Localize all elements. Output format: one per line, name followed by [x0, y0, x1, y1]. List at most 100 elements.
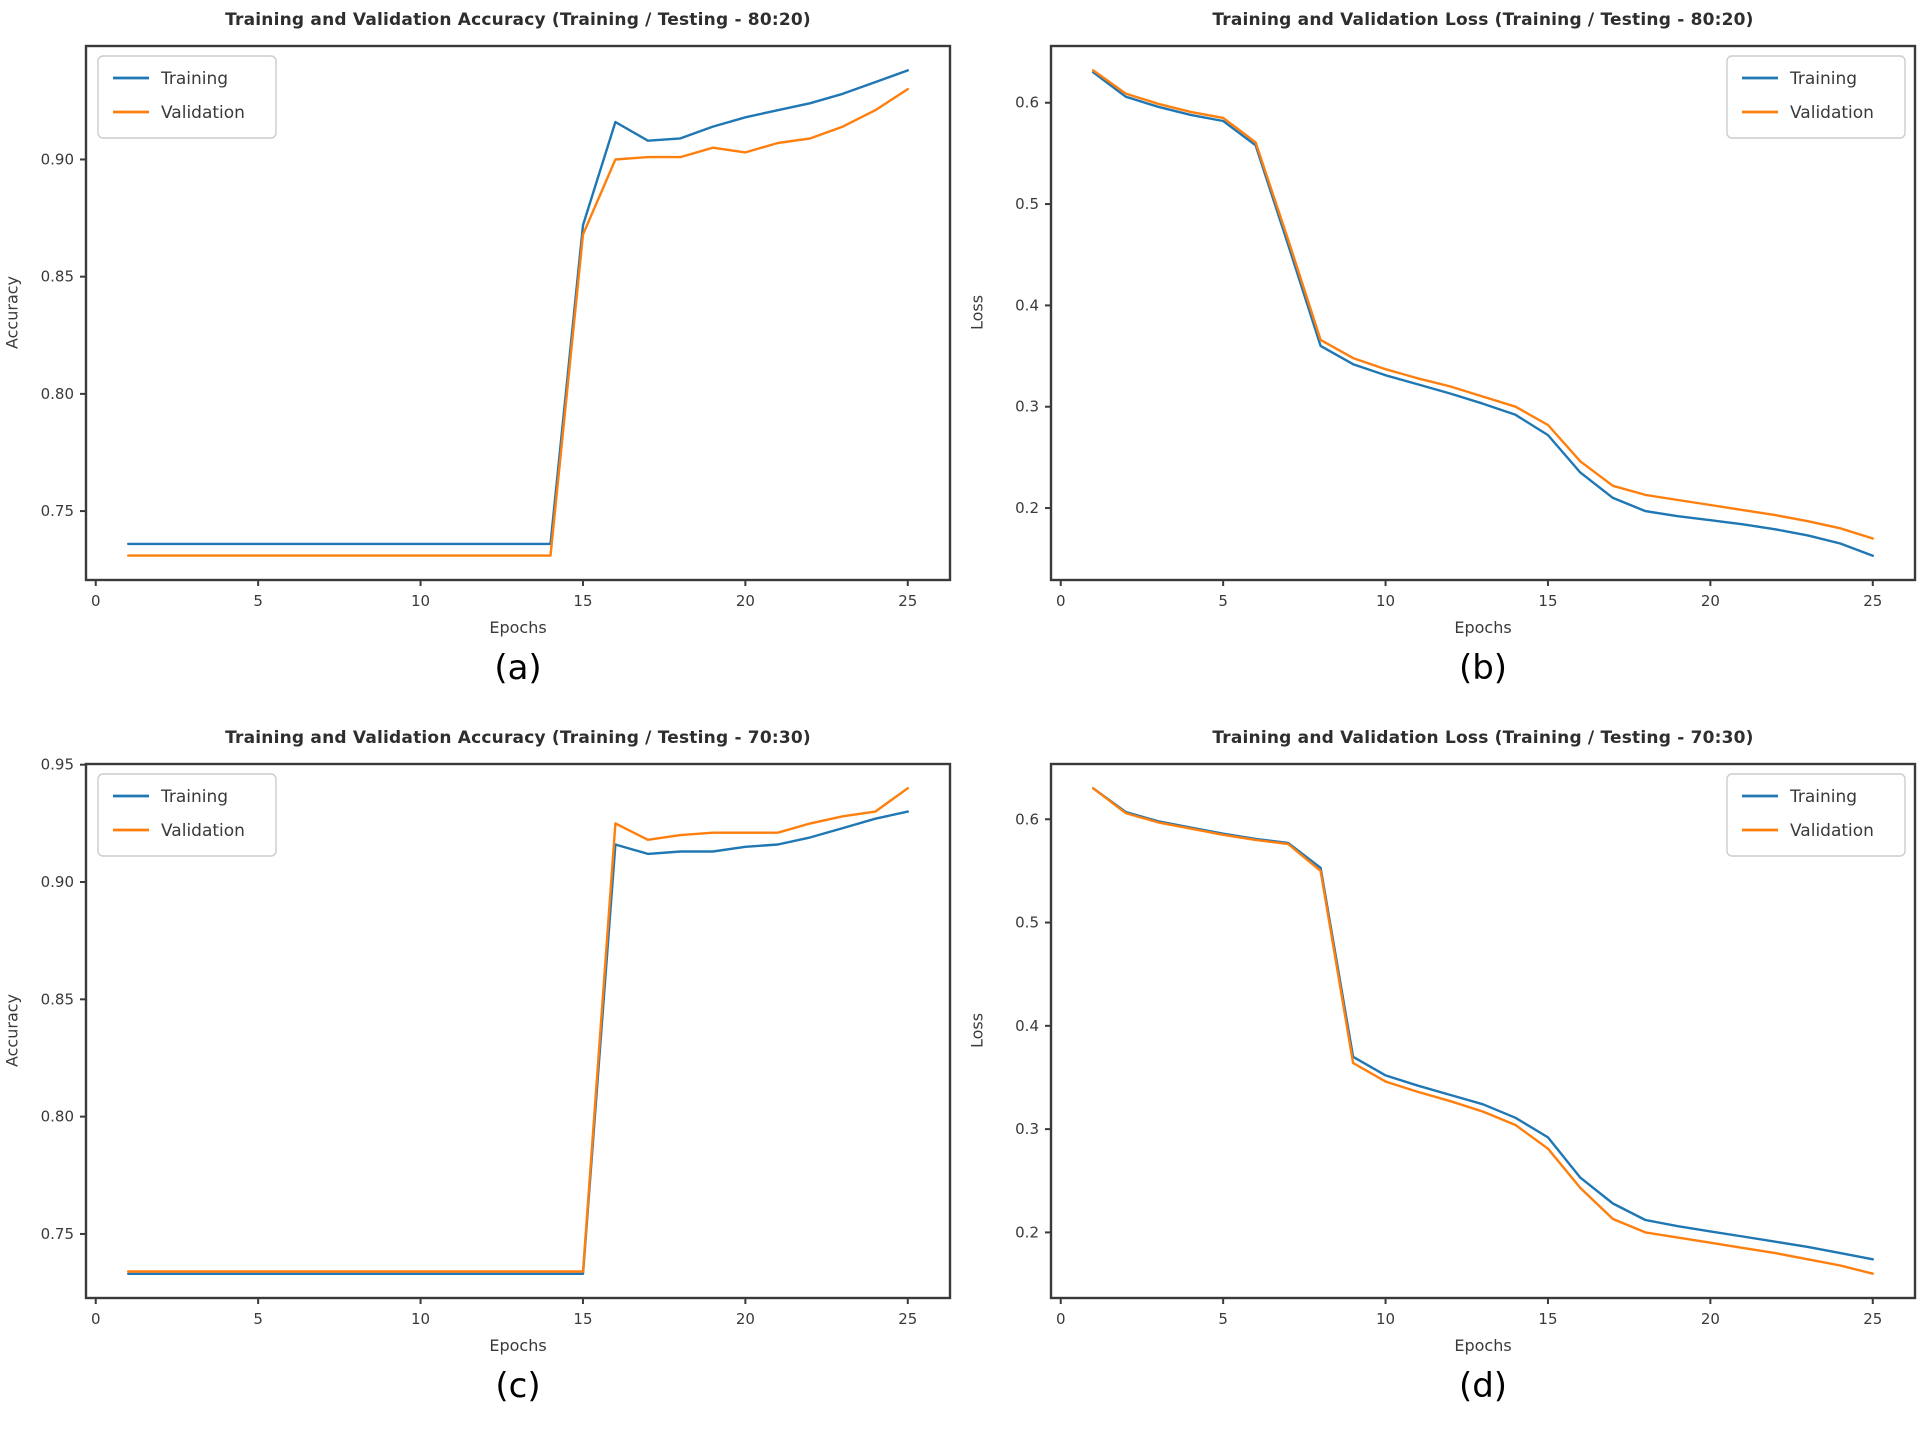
legend: Training Validation: [97, 55, 277, 139]
series-line-training: [1091, 787, 1874, 1261]
series-line-validation: [1091, 69, 1874, 540]
legend-label-training: Training: [1789, 69, 1857, 89]
svg-text:0.5: 0.5: [1015, 195, 1039, 213]
chart-title: Training and Validation Accuracy (Traini…: [225, 728, 811, 748]
svg-text:0: 0: [91, 592, 101, 610]
series-line-validation: [126, 87, 909, 557]
svg-text:10: 10: [411, 1310, 430, 1328]
panel-loss-70-30: 0 5 10 15 20 25 0.2 0.3 0.4 0.5 0.6 Training Validat…: [965, 718, 1930, 1436]
svg-text:20: 20: [736, 592, 755, 610]
svg-text:0.75: 0.75: [41, 1225, 74, 1243]
y-axis-ticks: 0.2 0.3 0.4 0.5 0.6: [1015, 810, 1051, 1241]
svg-text:0.90: 0.90: [41, 873, 74, 891]
svg-text:10: 10: [411, 592, 430, 610]
svg-text:0.80: 0.80: [41, 1108, 74, 1126]
svg-text:0: 0: [91, 1310, 101, 1328]
chart-title: Training and Validation Loss (Training /…: [1212, 10, 1754, 30]
svg-text:15: 15: [1538, 1310, 1557, 1328]
x-axis-label: Epochs: [1454, 618, 1512, 637]
svg-text:0.75: 0.75: [41, 502, 74, 520]
plot-canvas-accuracy-80-20: 0 5 10 15 20 25 0.75 0.80 0.85 0.90 Training Valida…: [41, 44, 952, 610]
legend-label-validation: Validation: [1790, 821, 1874, 841]
svg-text:15: 15: [573, 1310, 592, 1328]
svg-text:10: 10: [1376, 592, 1395, 610]
x-axis-label: Epochs: [1454, 1336, 1512, 1355]
svg-text:0.80: 0.80: [41, 385, 74, 403]
legend: Training Validation: [97, 773, 277, 857]
svg-text:0: 0: [1056, 592, 1066, 610]
svg-text:25: 25: [898, 592, 917, 610]
y-axis-label: Accuracy: [2, 993, 22, 1068]
svg-text:25: 25: [898, 1310, 917, 1328]
series-line-validation: [126, 786, 909, 1273]
series-line-training: [126, 69, 909, 546]
svg-text:0.95: 0.95: [41, 756, 74, 774]
axes-spines: [1049, 44, 1917, 582]
axes-spines: [1049, 762, 1917, 1300]
y-axis-ticks: 0.2 0.3 0.4 0.5 0.6: [1015, 94, 1051, 517]
chart-title: Training and Validation Loss (Training /…: [1212, 728, 1754, 748]
x-axis-ticks: 0 5 10 15 20 25: [1056, 1298, 1882, 1328]
series-lines: [1091, 69, 1874, 557]
legend-label-training: Training: [160, 787, 228, 807]
panel-caption-a: (a): [494, 648, 542, 688]
svg-text:20: 20: [1701, 1310, 1720, 1328]
svg-text:0.3: 0.3: [1015, 398, 1039, 416]
legend-label-training: Training: [160, 69, 228, 89]
svg-text:25: 25: [1863, 1310, 1882, 1328]
svg-text:0.5: 0.5: [1015, 914, 1039, 932]
plot-canvas-loss-70-30: 0 5 10 15 20 25 0.2 0.3 0.4 0.5 0.6 Training Validat…: [1015, 762, 1917, 1328]
svg-text:5: 5: [253, 1310, 263, 1328]
y-axis-label: Accuracy: [2, 275, 22, 350]
svg-text:0.85: 0.85: [41, 990, 74, 1008]
svg-text:0.85: 0.85: [41, 268, 74, 286]
y-axis-ticks: 0.75 0.80 0.85 0.90 0.95: [41, 756, 86, 1243]
panel-caption-b: (b): [1458, 648, 1508, 688]
svg-text:15: 15: [573, 592, 592, 610]
series-line-training: [126, 810, 909, 1275]
y-axis-label: Loss: [967, 1012, 987, 1049]
svg-text:0.6: 0.6: [1015, 810, 1039, 828]
svg-text:0.90: 0.90: [41, 150, 74, 168]
panel-caption-c: (c): [495, 1366, 541, 1406]
legend-label-validation: Validation: [161, 821, 245, 841]
series-lines: [1091, 787, 1874, 1275]
panel-caption-d: (d): [1458, 1366, 1508, 1406]
legend-label-training: Training: [1789, 787, 1857, 807]
svg-text:0.4: 0.4: [1015, 296, 1039, 314]
y-axis-label: Loss: [967, 294, 987, 331]
panel-accuracy-80-20: 0 5 10 15 20 25 0.75 0.80 0.85 0.90 Training Valida…: [0, 0, 965, 718]
series-line-validation: [1091, 787, 1874, 1275]
legend: Training Validation: [1726, 55, 1906, 139]
legend-box: [1726, 773, 1906, 857]
axes-spines: [84, 44, 952, 582]
svg-text:0.2: 0.2: [1015, 499, 1039, 517]
svg-text:0.2: 0.2: [1015, 1223, 1039, 1241]
svg-text:10: 10: [1376, 1310, 1395, 1328]
series-lines: [126, 69, 909, 557]
legend-box: [97, 55, 277, 139]
legend-label-validation: Validation: [1790, 103, 1874, 123]
x-axis-ticks: 0 5 10 15 20 25: [91, 1298, 917, 1328]
svg-text:0.6: 0.6: [1015, 94, 1039, 112]
legend-label-validation: Validation: [161, 103, 245, 123]
svg-text:0.4: 0.4: [1015, 1017, 1039, 1035]
legend: Training Validation: [1726, 773, 1906, 857]
y-axis-ticks: 0.75 0.80 0.85 0.90: [41, 150, 86, 520]
panel-loss-80-20: 0 5 10 15 20 25 0.2 0.3 0.4 0.5 0.6 Training Validat…: [965, 0, 1930, 718]
svg-text:25: 25: [1863, 592, 1882, 610]
svg-text:5: 5: [253, 592, 263, 610]
plot-canvas-loss-80-20: 0 5 10 15 20 25 0.2 0.3 0.4 0.5 0.6 Training Validat…: [1015, 44, 1917, 610]
svg-text:15: 15: [1538, 592, 1557, 610]
svg-text:20: 20: [736, 1310, 755, 1328]
series-lines: [126, 786, 909, 1275]
svg-text:0.3: 0.3: [1015, 1120, 1039, 1138]
x-axis-ticks: 0 5 10 15 20 25: [91, 580, 917, 610]
legend-box: [97, 773, 277, 857]
svg-text:20: 20: [1701, 592, 1720, 610]
x-axis-ticks: 0 5 10 15 20 25: [1056, 580, 1882, 610]
x-axis-label: Epochs: [489, 1336, 547, 1355]
svg-text:5: 5: [1218, 1310, 1228, 1328]
panel-accuracy-70-30: 0 5 10 15 20 25 0.75 0.80 0.85 0.90 0.95 Training Va…: [0, 718, 965, 1436]
